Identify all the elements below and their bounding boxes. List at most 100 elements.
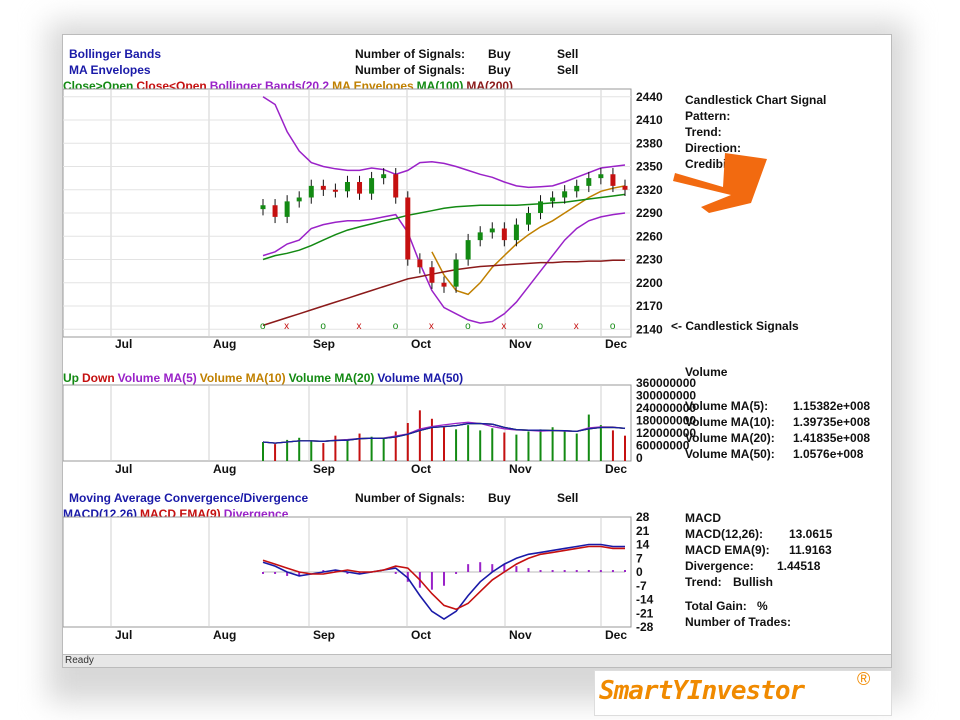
candle-body <box>453 259 459 287</box>
volume-ma-line <box>262 422 626 444</box>
volume-ma20-label: Volume MA(20): <box>685 431 775 445</box>
total-gain-value: % <box>757 599 768 613</box>
envelope-title: MA Envelopes <box>69 63 151 77</box>
candlestick-signals-label: <- Candlestick Signals <box>671 319 799 333</box>
macd-ema-value: 11.9163 <box>789 543 832 557</box>
macd-signals-label: Number of Signals: <box>355 491 466 505</box>
candle-body <box>393 174 399 198</box>
macd-y-tick-label: 28 <box>636 510 650 524</box>
price-y-tick-label: 2140 <box>636 322 663 336</box>
candlestick-signal-marker: o <box>465 321 471 332</box>
macd-y-tick-label: -7 <box>636 579 647 593</box>
volume-ma20-value: 1.41835e+008 <box>793 431 871 445</box>
candle-body <box>369 178 375 194</box>
volume-x-tick-label: Jul <box>115 462 132 476</box>
candlestick-signal-title: Candlestick Chart Signal <box>685 93 827 107</box>
candlestick-signal-marker: o <box>320 321 326 332</box>
price-x-tick-label: Dec <box>605 337 627 351</box>
orange-arrow-icon <box>673 153 767 213</box>
candle-body <box>538 201 544 213</box>
macd-series-line <box>262 543 625 621</box>
logo-text: SmartYInvestor <box>599 676 805 706</box>
macd-series-line <box>262 545 625 611</box>
price-y-tick-label: 2230 <box>636 253 663 267</box>
candle-body <box>441 282 447 287</box>
candlestick-signal-marker: o <box>260 321 266 332</box>
price-y-tick-label: 2260 <box>636 229 663 243</box>
candlestick-pattern-label: Pattern: <box>685 109 731 123</box>
price-y-tick-label: 2410 <box>636 113 663 127</box>
macd-value: 13.0615 <box>789 527 833 541</box>
legend-volume-ma5: Volume MA(5) <box>117 371 197 385</box>
bollinger-sell-label: Sell <box>557 47 579 61</box>
macd-buy-label: Buy <box>488 491 511 505</box>
macd-x-tick-label: Jul <box>115 628 132 642</box>
candle-body <box>513 224 519 241</box>
volume-ma5-label: Volume MA(5): <box>685 399 769 413</box>
macd-x-tick-label: Aug <box>213 628 236 642</box>
smartyinvestor-logo: SmartYInvestor ® <box>594 669 892 716</box>
price-series-line <box>262 259 625 327</box>
volume-ma50-value: 1.0576e+008 <box>793 447 864 461</box>
volume-x-tick-label: Dec <box>605 462 627 476</box>
envelope-buy-label: Buy <box>488 63 511 77</box>
volume-ma10-label: Volume MA(10): <box>685 415 775 429</box>
price-x-tick-label: Sep <box>313 337 335 351</box>
volume-y-tick-label: 180000000 <box>636 414 696 428</box>
candlestick-trend-label: Trend: <box>685 125 722 139</box>
macd-x-tick-label: Sep <box>313 628 335 642</box>
volume-y-tick-label: 120000000 <box>636 426 696 440</box>
price-series-line <box>431 185 626 296</box>
price-y-tick-label: 2290 <box>636 206 663 220</box>
price-series-line <box>262 96 626 189</box>
candle-body <box>296 197 302 202</box>
candlestick-signal-marker: o <box>538 321 544 332</box>
candle-body <box>284 201 290 217</box>
macd-title: Moving Average Convergence/Divergence <box>69 491 309 505</box>
macd-y-tick-label: 0 <box>636 565 643 579</box>
macd-divergence-label: Divergence: <box>685 559 754 573</box>
candlestick-signal-marker: o <box>610 321 616 332</box>
candle-body <box>610 174 616 186</box>
volume-side-title: Volume <box>685 365 728 379</box>
candle-body <box>308 185 314 198</box>
price-y-tick-label: 2350 <box>636 160 663 174</box>
volume-ma50-label: Volume MA(50): <box>685 447 775 461</box>
chart-window: Bollinger Bands Number of Signals: Buy S… <box>62 34 892 668</box>
volume-y-tick-label: 0 <box>636 451 643 465</box>
candlestick-signal-marker: o <box>393 321 399 332</box>
price-x-tick-label: Nov <box>509 337 532 351</box>
candlestick-signal-marker: x <box>501 321 506 332</box>
candle-body <box>501 228 507 241</box>
chart-canvas: 2140217022002230226022902320235023802410… <box>63 88 767 642</box>
legend-volume-ma10: Volume MA(10) <box>199 371 286 385</box>
volume-x-tick-label: Sep <box>313 462 335 476</box>
macd-trend-value: Bullish <box>733 575 774 589</box>
price-y-tick-label: 2440 <box>636 90 663 104</box>
legend-volume-down: Down <box>82 371 115 385</box>
legend-volume-up: Up <box>63 371 79 385</box>
candlestick-signal-marker: x <box>574 321 579 332</box>
candle-body <box>574 185 580 192</box>
macd-x-tick-label: Nov <box>509 628 532 642</box>
macd-y-tick-label: -28 <box>636 620 654 634</box>
number-of-trades-label: Number of Trades: <box>685 615 792 629</box>
legend-volume-ma50: Volume MA(50) <box>377 371 464 385</box>
volume-y-tick-label: 360000000 <box>636 376 696 390</box>
price-x-tick-label: Jul <box>115 337 132 351</box>
candle-body <box>429 267 435 283</box>
candlestick-signal-marker: x <box>284 321 289 332</box>
volume-x-tick-label: Aug <box>213 462 236 476</box>
macd-x-tick-label: Dec <box>605 628 627 642</box>
candle-body <box>622 185 628 190</box>
candle-body <box>357 182 363 194</box>
macd-sell-label: Sell <box>557 491 579 505</box>
volume-ma5-value: 1.15382e+008 <box>793 399 871 413</box>
macd-y-tick-label: 14 <box>636 538 650 552</box>
candle-body <box>272 205 278 217</box>
bollinger-signals-label: Number of Signals: <box>355 47 466 61</box>
macd-divergence-value: 1.44518 <box>777 559 821 573</box>
volume-y-tick-label: 60000000 <box>636 439 690 453</box>
registered-mark: ® <box>857 669 871 689</box>
